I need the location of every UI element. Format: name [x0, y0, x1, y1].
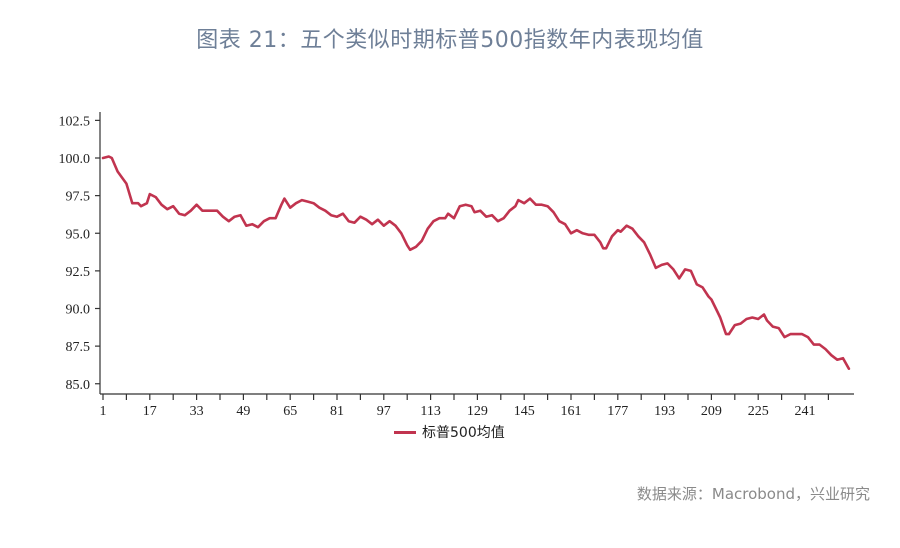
x-tick-label: 161	[561, 404, 582, 419]
x-tick-label: 97	[377, 404, 391, 419]
x-tick-label: 241	[795, 404, 816, 419]
x-tick-label: 209	[701, 404, 722, 419]
y-tick-label: 92.5	[66, 265, 91, 280]
x-tick-label: 65	[283, 404, 297, 419]
x-tick-label: 33	[190, 404, 204, 419]
x-tick-label: 177	[607, 404, 628, 419]
legend-swatch-icon	[394, 430, 416, 434]
x-tick-label: 145	[514, 404, 535, 419]
y-tick-label: 85.0	[66, 378, 91, 393]
y-tick-label: 100.0	[59, 152, 91, 167]
source-note: 数据来源：Macrobond，兴业研究	[636, 485, 870, 503]
y-tick-label: 102.5	[59, 114, 91, 129]
chart-legend: 标普500均值	[394, 422, 505, 442]
x-tick-label: 1	[100, 404, 107, 419]
x-tick-label: 225	[748, 404, 769, 419]
x-tick-label: 193	[654, 404, 675, 419]
y-tick-label: 95.0	[66, 227, 91, 242]
chart-title: 图表 21：五个类似时期标普500指数年内表现均值	[196, 28, 704, 53]
y-tick-label: 87.5	[66, 340, 91, 355]
x-tick-label: 17	[143, 404, 157, 419]
y-tick-label: 90.0	[66, 303, 91, 318]
y-tick-label: 97.5	[66, 190, 91, 205]
x-tick-label: 113	[420, 404, 440, 419]
legend-label: 标普500均值	[422, 425, 505, 441]
x-tick-label: 129	[467, 404, 488, 419]
series-line	[101, 155, 851, 371]
x-tick-label: 49	[236, 404, 250, 419]
x-tick-label: 81	[330, 404, 344, 419]
